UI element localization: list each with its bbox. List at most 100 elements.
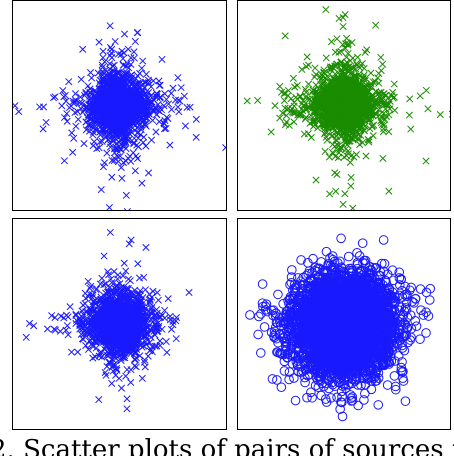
scatter-point bbox=[95, 38, 103, 46]
scatter-point bbox=[131, 167, 139, 175]
scatter-point bbox=[311, 64, 319, 72]
scatter-point bbox=[123, 208, 131, 210]
scatter-point bbox=[146, 296, 154, 305]
scatter-point bbox=[166, 141, 174, 149]
scatter-point bbox=[367, 69, 375, 77]
scatter-point bbox=[161, 314, 169, 322]
scatter-point bbox=[371, 77, 379, 85]
scatter-point bbox=[279, 109, 287, 117]
scatter-point bbox=[137, 123, 145, 131]
scatter-point bbox=[167, 325, 176, 333]
scatter-point bbox=[106, 84, 114, 92]
scatter-point bbox=[327, 63, 335, 71]
scatter-point bbox=[355, 70, 363, 78]
scatter-point bbox=[422, 86, 430, 94]
scatter-point bbox=[367, 110, 375, 118]
scatter-point bbox=[379, 90, 387, 98]
scatter-point bbox=[300, 101, 308, 109]
scatter-point bbox=[337, 110, 345, 119]
scatter-point bbox=[117, 163, 125, 172]
scatter-point bbox=[390, 80, 398, 88]
scatter-point bbox=[294, 111, 302, 119]
scatter-point bbox=[422, 157, 430, 165]
scatter-point bbox=[110, 154, 119, 162]
scatter-point bbox=[164, 295, 172, 303]
scatter-point bbox=[303, 95, 311, 103]
scatter-point bbox=[72, 310, 80, 318]
scatter-point bbox=[127, 118, 135, 126]
scatter-point bbox=[379, 60, 387, 68]
scatter-point bbox=[104, 136, 112, 144]
scatter-point bbox=[127, 128, 136, 136]
scatter-point bbox=[344, 150, 352, 158]
scatter-point bbox=[144, 97, 152, 106]
scatter-point bbox=[109, 74, 117, 82]
scatter-point bbox=[22, 333, 30, 341]
scatter-point bbox=[315, 98, 323, 107]
scatter-point bbox=[160, 119, 168, 127]
scatter-point bbox=[378, 121, 386, 129]
scatter-point bbox=[13, 102, 19, 110]
scatter-point bbox=[354, 129, 362, 137]
scatter-point bbox=[124, 45, 132, 53]
scatter-point bbox=[379, 154, 387, 162]
scatter-point bbox=[359, 79, 368, 87]
scatter-point bbox=[127, 71, 135, 79]
scatter-point bbox=[369, 132, 377, 140]
scatter-point bbox=[77, 75, 85, 83]
scatter-point bbox=[340, 153, 348, 161]
scatter-point bbox=[141, 363, 149, 371]
scatter-point bbox=[382, 113, 391, 121]
scatter-point bbox=[342, 88, 350, 97]
scatter-point bbox=[337, 123, 345, 131]
scatter-point bbox=[117, 51, 125, 59]
scatter-point bbox=[243, 97, 251, 105]
scatter-point bbox=[328, 63, 336, 71]
scatter-point bbox=[354, 53, 362, 61]
scatter-point bbox=[100, 159, 109, 167]
scatter-point bbox=[152, 128, 160, 136]
scatter-point bbox=[119, 77, 127, 85]
scatter-point bbox=[70, 99, 78, 108]
scatter-point bbox=[340, 74, 348, 82]
scatter-point bbox=[142, 243, 150, 252]
scatter-point bbox=[124, 275, 132, 283]
scatter-point bbox=[322, 54, 330, 62]
scatter-point bbox=[374, 106, 383, 114]
scatter-points bbox=[243, 6, 450, 210]
scatter-point bbox=[108, 45, 116, 54]
scatter-point bbox=[84, 345, 93, 354]
scatter-point bbox=[120, 71, 128, 79]
scatter-point bbox=[112, 109, 120, 117]
scatter-point bbox=[290, 99, 298, 107]
scatter-plot-bottom-left bbox=[22, 228, 193, 413]
scatter-point bbox=[276, 114, 284, 122]
scatter-point bbox=[307, 133, 315, 141]
scatter-point bbox=[175, 108, 183, 116]
scatter-point bbox=[42, 118, 50, 126]
scatter-point bbox=[130, 54, 138, 62]
scatter-point bbox=[320, 68, 328, 76]
scatter-point bbox=[282, 118, 290, 126]
scatter-point bbox=[122, 267, 130, 275]
scatter-point bbox=[106, 228, 114, 236]
scatter-point bbox=[142, 70, 150, 78]
scatter-point bbox=[302, 62, 310, 71]
scatter-point bbox=[133, 129, 141, 137]
scatter-point bbox=[372, 21, 380, 29]
scatter-point bbox=[62, 97, 70, 105]
scatter-point bbox=[63, 117, 71, 125]
scatter-point bbox=[61, 113, 69, 122]
scatter-point bbox=[119, 55, 127, 63]
scatter-point bbox=[358, 139, 367, 147]
scatter-point bbox=[365, 138, 373, 146]
scatter-point bbox=[282, 111, 291, 120]
scatter-point bbox=[129, 209, 136, 210]
scatter-point bbox=[346, 128, 354, 136]
scatter-point bbox=[351, 93, 359, 101]
scatter-point bbox=[362, 152, 370, 160]
scatter-point bbox=[337, 144, 345, 152]
scatter-point bbox=[101, 58, 109, 66]
scatter-point bbox=[110, 157, 118, 165]
scatter-plot-top-right bbox=[243, 6, 450, 210]
